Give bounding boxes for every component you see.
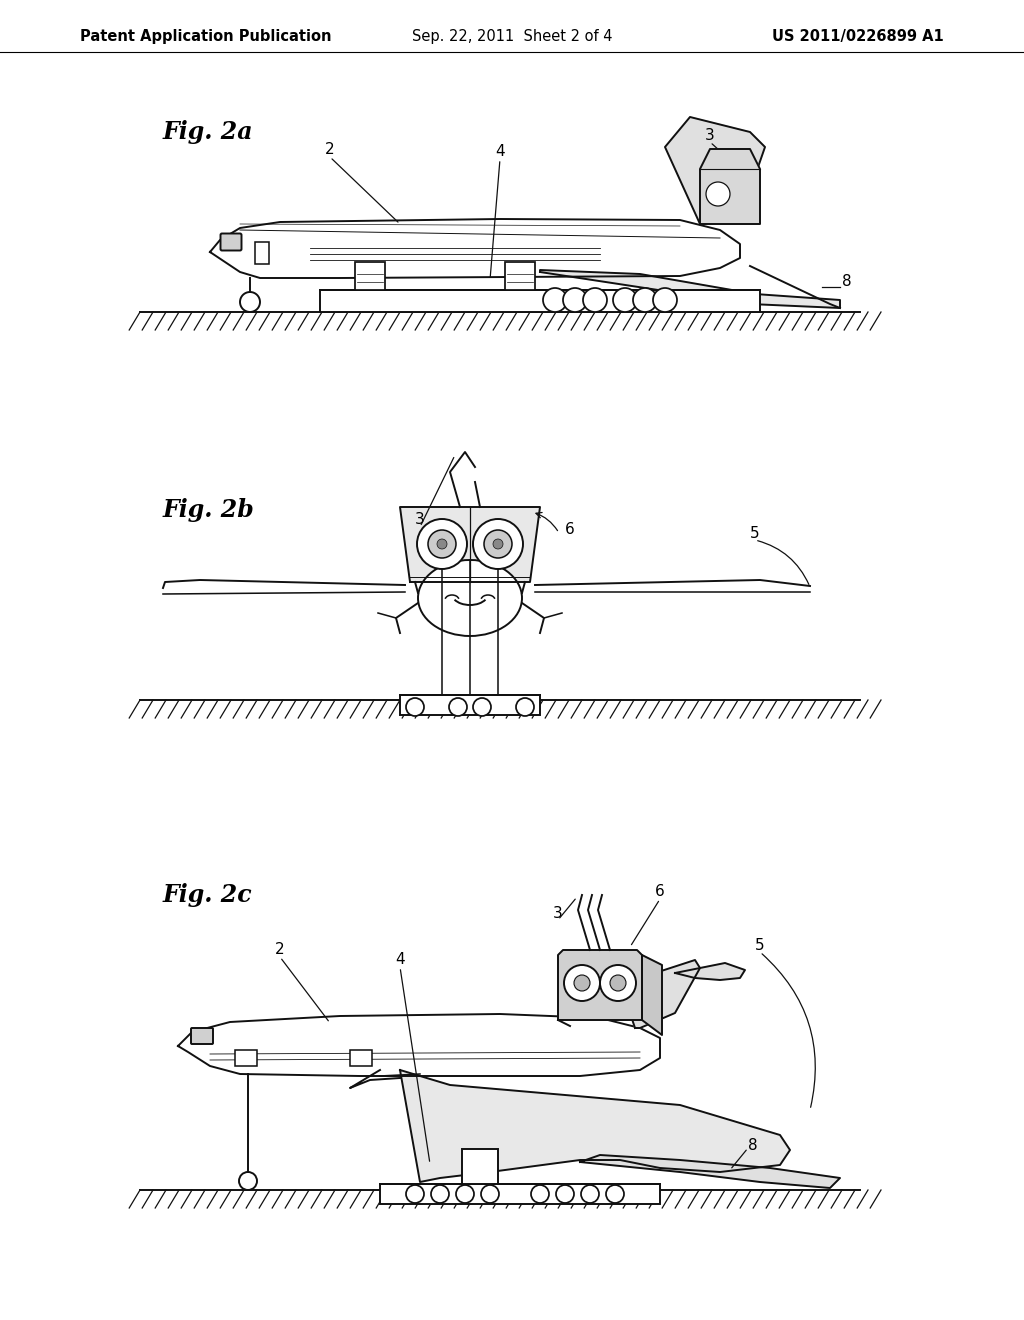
Text: 6: 6 bbox=[565, 523, 574, 537]
Polygon shape bbox=[210, 219, 740, 279]
Circle shape bbox=[610, 975, 626, 991]
Circle shape bbox=[531, 1185, 549, 1203]
Text: 3: 3 bbox=[415, 512, 425, 528]
Polygon shape bbox=[700, 149, 760, 224]
FancyBboxPatch shape bbox=[319, 290, 760, 312]
FancyBboxPatch shape bbox=[350, 1049, 372, 1067]
Circle shape bbox=[574, 975, 590, 991]
Text: 3: 3 bbox=[553, 906, 563, 920]
Circle shape bbox=[406, 1185, 424, 1203]
Circle shape bbox=[600, 965, 636, 1001]
Circle shape bbox=[581, 1185, 599, 1203]
Circle shape bbox=[481, 1185, 499, 1203]
Text: 3: 3 bbox=[706, 128, 715, 143]
Circle shape bbox=[473, 698, 490, 715]
Text: Fig. 2c: Fig. 2c bbox=[163, 883, 253, 907]
Circle shape bbox=[543, 288, 567, 312]
Circle shape bbox=[428, 531, 456, 558]
FancyBboxPatch shape bbox=[255, 242, 269, 264]
Text: 5: 5 bbox=[755, 937, 765, 953]
Polygon shape bbox=[400, 1071, 790, 1181]
Circle shape bbox=[456, 1185, 474, 1203]
Polygon shape bbox=[610, 953, 700, 1028]
Text: US 2011/0226899 A1: US 2011/0226899 A1 bbox=[772, 29, 944, 44]
Circle shape bbox=[406, 698, 424, 715]
Text: Fig. 2a: Fig. 2a bbox=[163, 120, 254, 144]
Circle shape bbox=[473, 519, 523, 569]
Text: 4: 4 bbox=[496, 144, 505, 160]
FancyBboxPatch shape bbox=[400, 696, 540, 715]
Polygon shape bbox=[665, 117, 765, 224]
Circle shape bbox=[706, 182, 730, 206]
Text: Fig. 2b: Fig. 2b bbox=[163, 498, 255, 521]
Polygon shape bbox=[642, 954, 662, 1035]
Circle shape bbox=[606, 1185, 624, 1203]
Polygon shape bbox=[540, 271, 840, 308]
FancyBboxPatch shape bbox=[355, 261, 385, 290]
Circle shape bbox=[583, 288, 607, 312]
Ellipse shape bbox=[418, 560, 522, 636]
FancyBboxPatch shape bbox=[505, 261, 535, 290]
FancyBboxPatch shape bbox=[380, 1184, 660, 1204]
FancyBboxPatch shape bbox=[462, 1148, 498, 1184]
Polygon shape bbox=[558, 950, 642, 1020]
Circle shape bbox=[417, 519, 467, 569]
Circle shape bbox=[556, 1185, 574, 1203]
FancyBboxPatch shape bbox=[191, 1028, 213, 1044]
FancyBboxPatch shape bbox=[220, 234, 242, 251]
Text: 8: 8 bbox=[748, 1138, 758, 1152]
Text: 5: 5 bbox=[751, 527, 760, 541]
Text: Sep. 22, 2011  Sheet 2 of 4: Sep. 22, 2011 Sheet 2 of 4 bbox=[412, 29, 612, 44]
Text: 2: 2 bbox=[326, 143, 335, 157]
Text: Patent Application Publication: Patent Application Publication bbox=[80, 29, 332, 44]
Circle shape bbox=[563, 288, 587, 312]
Circle shape bbox=[653, 288, 677, 312]
Text: 2: 2 bbox=[275, 942, 285, 957]
Circle shape bbox=[240, 292, 260, 312]
Circle shape bbox=[493, 539, 503, 549]
Circle shape bbox=[613, 288, 637, 312]
Text: 8: 8 bbox=[842, 275, 852, 289]
Text: 6: 6 bbox=[655, 884, 665, 899]
Circle shape bbox=[449, 698, 467, 715]
Polygon shape bbox=[400, 507, 540, 582]
Polygon shape bbox=[178, 1014, 660, 1076]
Circle shape bbox=[564, 965, 600, 1001]
Circle shape bbox=[484, 531, 512, 558]
FancyBboxPatch shape bbox=[234, 1049, 257, 1067]
Circle shape bbox=[633, 288, 657, 312]
Text: 4: 4 bbox=[395, 953, 404, 968]
Circle shape bbox=[437, 539, 447, 549]
Circle shape bbox=[516, 698, 534, 715]
Circle shape bbox=[239, 1172, 257, 1191]
Polygon shape bbox=[580, 1155, 840, 1188]
Polygon shape bbox=[675, 964, 745, 979]
Circle shape bbox=[431, 1185, 449, 1203]
